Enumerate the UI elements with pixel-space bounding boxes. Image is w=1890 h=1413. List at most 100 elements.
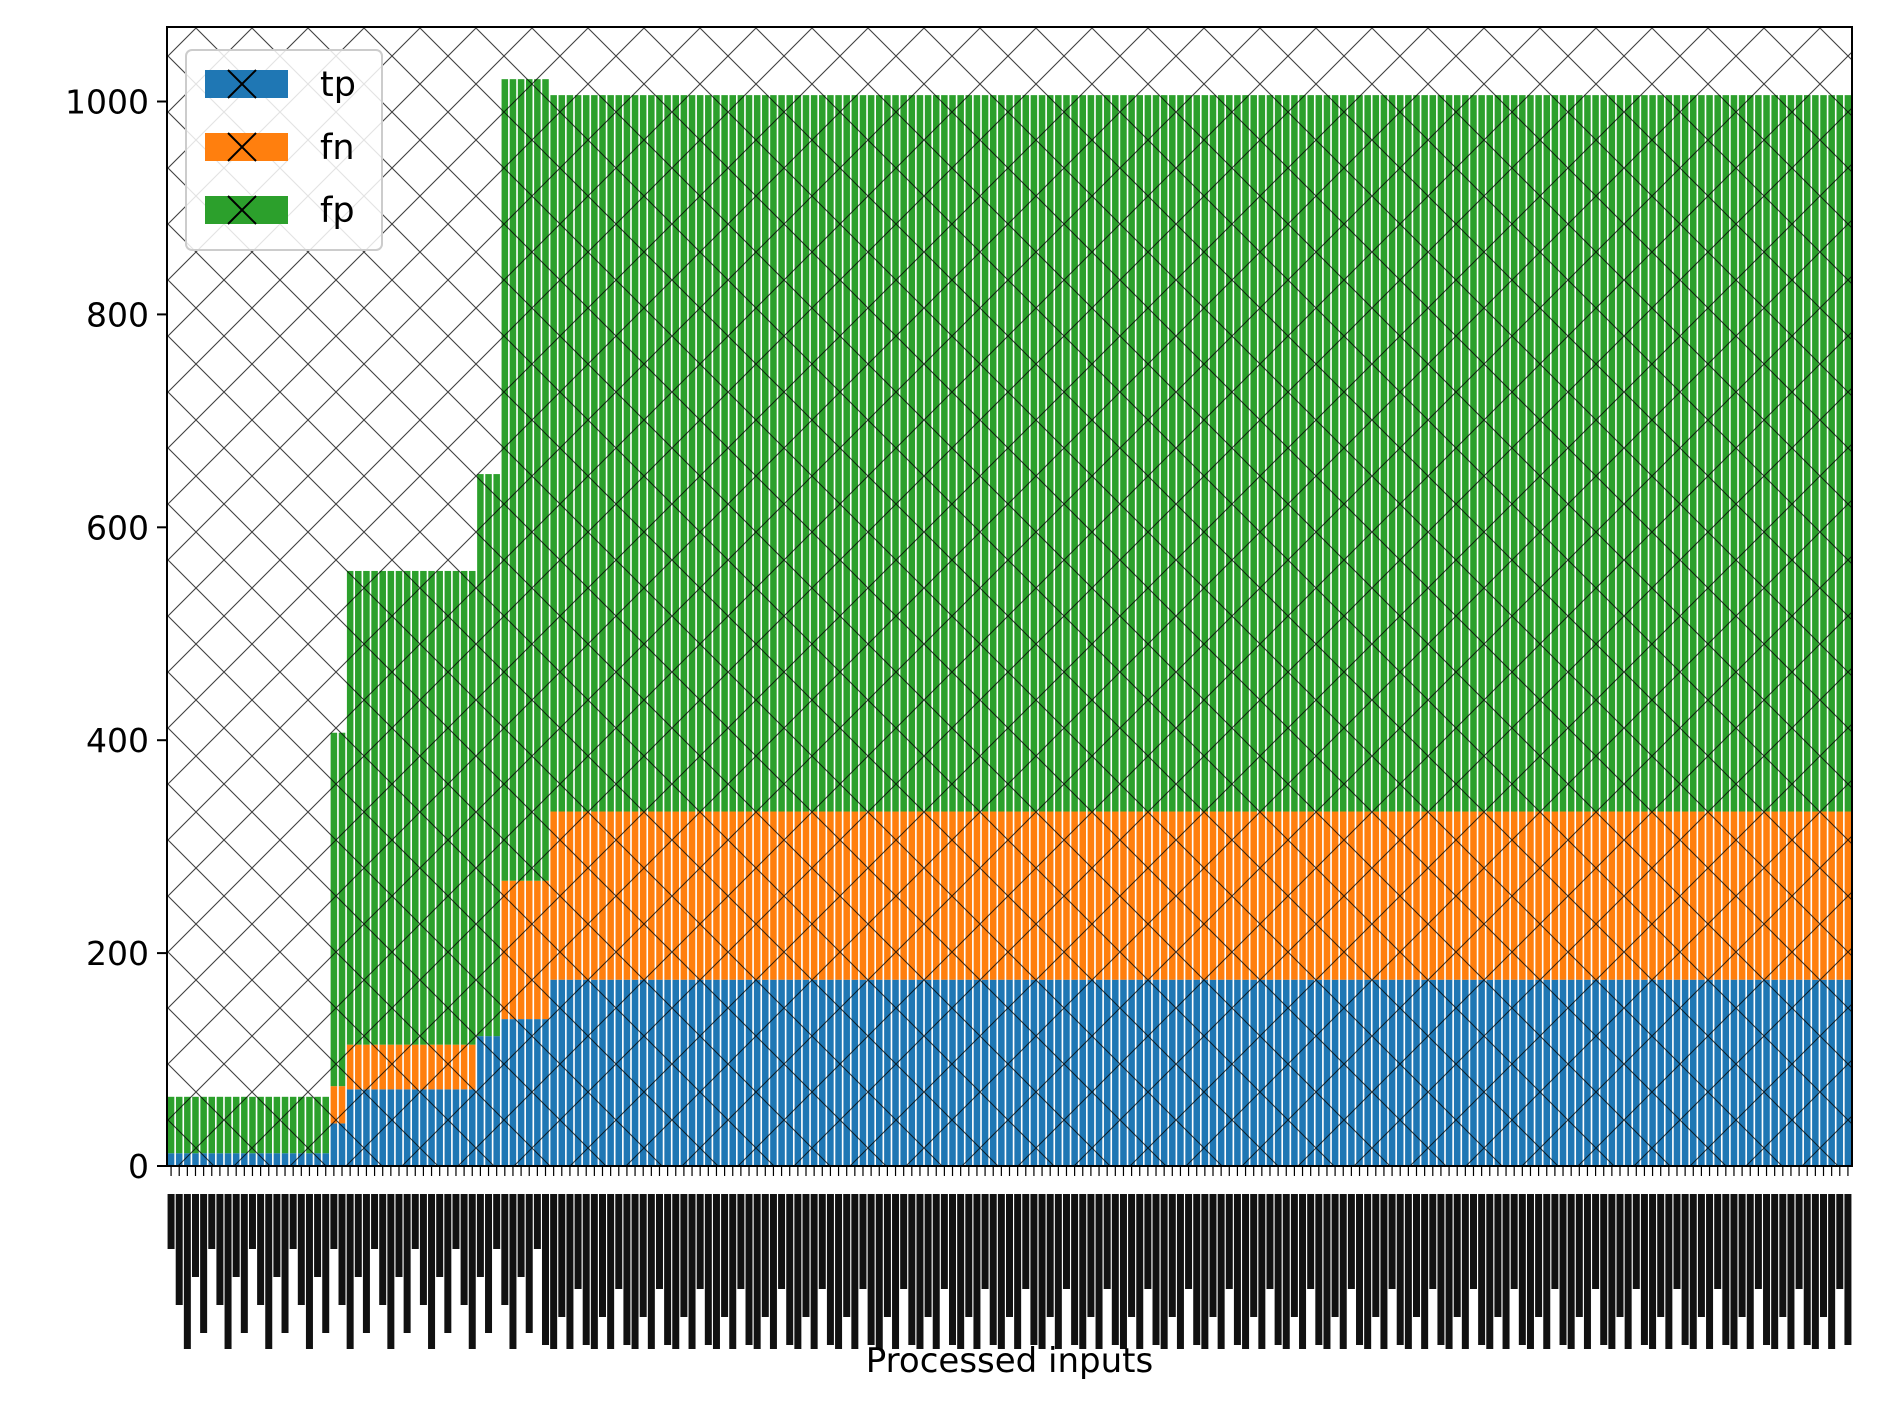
x-tick-label (305, 1194, 313, 1349)
x-tick-label (1632, 1194, 1640, 1289)
x-tick-label (973, 1194, 981, 1349)
x-tick-label (1266, 1194, 1274, 1289)
x-tick-label (623, 1194, 631, 1345)
x-tick-label (883, 1194, 891, 1317)
x-tick-label (338, 1194, 346, 1305)
x-tick-label (1071, 1194, 1079, 1345)
x-tick-label (680, 1194, 688, 1317)
x-tick-label (1478, 1194, 1486, 1345)
x-tick-label (550, 1194, 558, 1349)
x-tick-label (167, 1194, 175, 1249)
x-tick-label (1217, 1194, 1225, 1349)
x-tick-label (1339, 1194, 1347, 1349)
x-tick-label (468, 1194, 476, 1349)
x-tick-label (1054, 1194, 1062, 1349)
x-tick-label (1681, 1194, 1689, 1345)
x-tick-label (1331, 1194, 1339, 1317)
y-axis-ticks: 0 200 400 600 800 1000 (65, 83, 167, 1186)
x-tick-label (1152, 1194, 1160, 1345)
x-tick-label (1616, 1194, 1624, 1317)
x-tick-label (428, 1194, 436, 1349)
x-tick-label (1714, 1194, 1722, 1289)
x-tick-label (1795, 1194, 1803, 1289)
y-tick-label: 600 (86, 508, 149, 547)
x-tick-label (387, 1194, 395, 1349)
x-tick-label (1372, 1194, 1380, 1317)
x-tick-label (1608, 1194, 1616, 1349)
x-tick-label (810, 1194, 818, 1349)
x-tick-label (997, 1194, 1005, 1349)
x-tick-label (1046, 1194, 1054, 1317)
x-tick-label (1201, 1194, 1209, 1349)
x-tick-label (1282, 1194, 1290, 1349)
x-tick-label (1502, 1194, 1510, 1349)
x-tick-label (778, 1194, 786, 1289)
x-tick-label (485, 1194, 493, 1333)
x-tick-label (476, 1194, 484, 1277)
x-tick-label (818, 1194, 826, 1289)
x-tick-label (590, 1194, 598, 1349)
x-tick-label (851, 1194, 859, 1349)
x-tick-label (769, 1194, 777, 1349)
x-tick-label (346, 1194, 354, 1349)
x-tick-label (436, 1194, 444, 1277)
x-tick-label (191, 1194, 199, 1277)
x-tick-label (1006, 1194, 1013, 1317)
x-tick-label (672, 1194, 680, 1349)
x-tick-label (696, 1194, 704, 1289)
x-tick-label (867, 1194, 875, 1345)
x-tick-label (273, 1194, 281, 1277)
x-tick-label (175, 1194, 183, 1305)
x-tick-label (712, 1194, 720, 1349)
x-tick-label (542, 1194, 550, 1345)
x-tick-label (493, 1194, 501, 1249)
x-tick-label (452, 1194, 460, 1249)
x-tick-label (1763, 1194, 1771, 1345)
x-tick-label (729, 1194, 737, 1349)
x-tick-label (403, 1194, 411, 1333)
y-tick-label: 200 (86, 934, 149, 973)
x-tick-label (1038, 1194, 1046, 1349)
x-tick-label (525, 1194, 533, 1333)
x-tick-label (1649, 1194, 1657, 1349)
x-tick-label (892, 1194, 900, 1349)
x-tick-label (1559, 1194, 1567, 1345)
x-tick-label (704, 1194, 712, 1345)
x-tick-label (908, 1194, 916, 1345)
x-tick-label (1811, 1194, 1819, 1349)
legend-swatch-fn (205, 133, 288, 161)
x-tick-label (1413, 1194, 1420, 1317)
x-tick-label (786, 1194, 794, 1345)
x-tick-label (1233, 1194, 1241, 1345)
x-tick-label (1429, 1194, 1437, 1289)
x-tick-label (1640, 1194, 1648, 1345)
x-tick-label (1258, 1194, 1266, 1349)
x-tick-label (1062, 1194, 1070, 1289)
x-tick-label (444, 1194, 452, 1333)
legend-label-fp: fp (320, 191, 355, 231)
x-tick-label (411, 1194, 419, 1249)
x-tick-label (183, 1194, 191, 1349)
x-tick-label (1079, 1194, 1087, 1349)
x-tick-label (1510, 1194, 1518, 1289)
x-tick-label (1518, 1194, 1526, 1345)
x-tick-label (1087, 1194, 1095, 1317)
x-tick-label (1567, 1194, 1575, 1349)
x-axis-label: Processed inputs (866, 1341, 1153, 1381)
x-tick-label (1453, 1194, 1461, 1317)
x-tick-label (1356, 1194, 1364, 1345)
x-tick-label (1779, 1194, 1787, 1317)
x-tick-label (599, 1194, 606, 1317)
x-tick-label (297, 1194, 305, 1305)
x-tick-label (1494, 1194, 1502, 1317)
legend-label-tp: tp (320, 65, 356, 105)
x-tick-label (330, 1194, 338, 1249)
x-tick-label (216, 1194, 224, 1305)
x-tick-label (574, 1194, 582, 1289)
x-tick-label (1364, 1194, 1372, 1349)
x-tick-label (932, 1194, 940, 1349)
x-tick-label (1347, 1194, 1355, 1289)
x-tick-label (208, 1194, 216, 1249)
x-tick-label (1535, 1194, 1543, 1317)
x-tick-label (1315, 1194, 1323, 1345)
